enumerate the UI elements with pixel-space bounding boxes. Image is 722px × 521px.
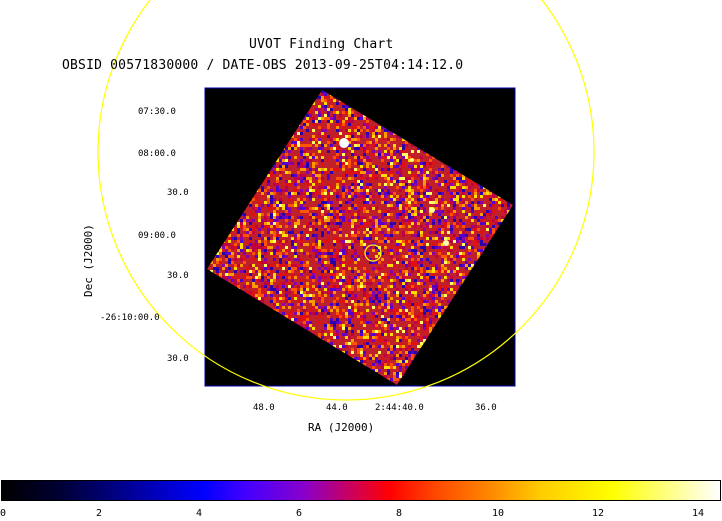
y-tick-label: 30.0 [167, 188, 189, 198]
colorbar [1, 480, 721, 501]
chart-title: UVOT Finding Chart [249, 37, 394, 52]
colorbar-tick-label: 14 [692, 508, 705, 519]
y-tick-label: 30.0 [167, 354, 189, 364]
bright-source [429, 207, 435, 213]
x-tick-label: 36.0 [475, 403, 497, 413]
source-circle-overlay [364, 244, 382, 262]
colorbar-tick-label: 12 [592, 508, 605, 519]
bright-source [410, 158, 414, 162]
y-tick-label: -26:10:00.0 [100, 313, 160, 323]
colorbar-tick-label: 0 [0, 508, 7, 519]
y-tick-label: 09:00.0 [138, 231, 176, 241]
bright-source [443, 240, 449, 246]
y-axis-label: Dec (J2000) [82, 224, 95, 297]
colorbar-tick-label: 4 [196, 508, 203, 519]
x-axis-label: RA (J2000) [308, 421, 375, 434]
colorbar-tick-label: 2 [96, 508, 103, 519]
y-tick-label: 08:00.0 [138, 149, 176, 159]
colorbar-tick-label: 8 [396, 508, 403, 519]
x-tick-label: 48.0 [253, 403, 275, 413]
large-circle-overlay [97, 0, 595, 401]
x-tick-label: 2:44:40.0 [375, 403, 424, 413]
bright-source [339, 138, 349, 148]
colorbar-tick-label: 10 [492, 508, 505, 519]
x-tick-label: 44.0 [326, 403, 348, 413]
chart-subtitle: OBSID 00571830000 / DATE-OBS 2013-09-25T… [62, 58, 464, 73]
y-tick-label: 07:30.0 [138, 107, 176, 117]
colorbar-tick-label: 6 [296, 508, 303, 519]
y-tick-label: 30.0 [167, 271, 189, 281]
